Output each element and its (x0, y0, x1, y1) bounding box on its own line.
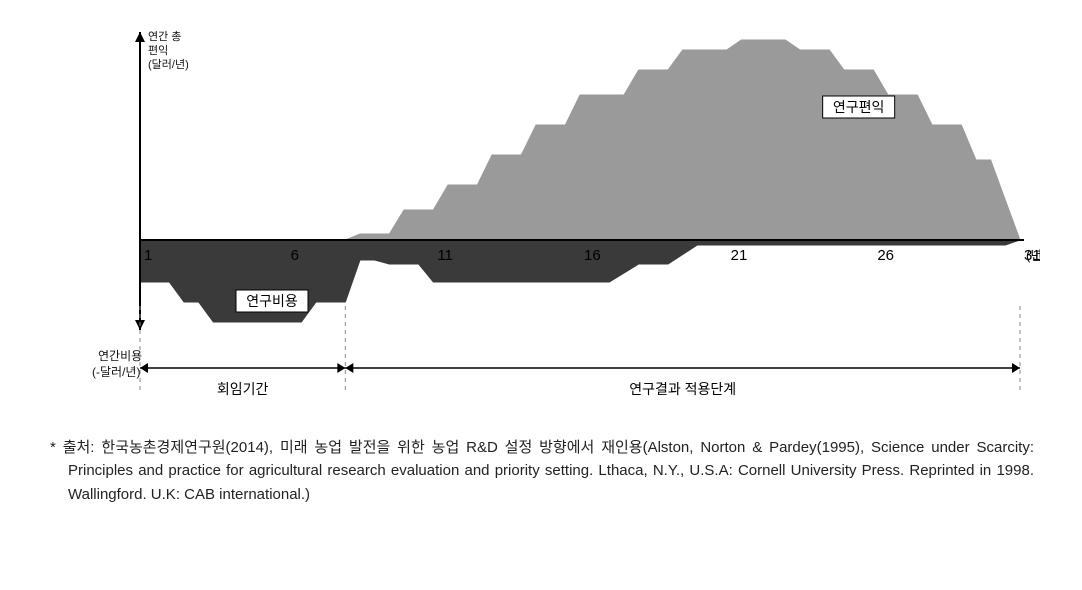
chart: 161116212631(년)연간 총편익(달러/년)연간비용(-달러/년)회임… (40, 10, 1040, 430)
benefit-area (345, 40, 1020, 240)
y-axis-arrow-up-icon (135, 32, 145, 42)
y-axis-bottom-title: 연간비용 (98, 349, 142, 363)
caption-text: 한국농촌경제연구원(2014), 미래 농업 발전을 위한 농업 R&D 설정 … (68, 439, 1034, 503)
x-tick-label: 11 (437, 247, 453, 264)
x-tick-label: 16 (584, 247, 601, 264)
x-tick-label: 21 (731, 247, 748, 264)
x-tick-label: 1 (144, 247, 152, 264)
arrow-head-icon (337, 363, 345, 373)
y-axis-top-title: (달러/년) (148, 58, 189, 71)
arrow-head-icon (1012, 363, 1020, 373)
arrow-head-icon (345, 363, 353, 373)
x-axis-unit: (년) (1026, 248, 1040, 263)
y-axis-top-title: 연간 총 (148, 30, 181, 43)
period-label-left: 회임기간 (217, 381, 269, 397)
period-label-right: 연구결과 적용단계 (629, 381, 736, 397)
y-axis-top-title: 편익 (148, 44, 168, 57)
y-axis-bottom-title: (-달러/년) (92, 365, 140, 379)
arrow-head-icon (140, 363, 148, 373)
caption-prefix: * 출처: (50, 439, 101, 456)
chart-svg: 161116212631(년)연간 총편익(달러/년)연간비용(-달러/년)회임… (40, 10, 1040, 430)
caption: * 출처: 한국농촌경제연구원(2014), 미래 농업 발전을 위한 농업 R… (20, 430, 1062, 506)
cost-label: 연구비용 (246, 293, 298, 309)
benefit-label: 연구편익 (833, 99, 885, 115)
x-tick-label: 26 (877, 247, 894, 264)
x-tick-label: 6 (291, 247, 299, 264)
